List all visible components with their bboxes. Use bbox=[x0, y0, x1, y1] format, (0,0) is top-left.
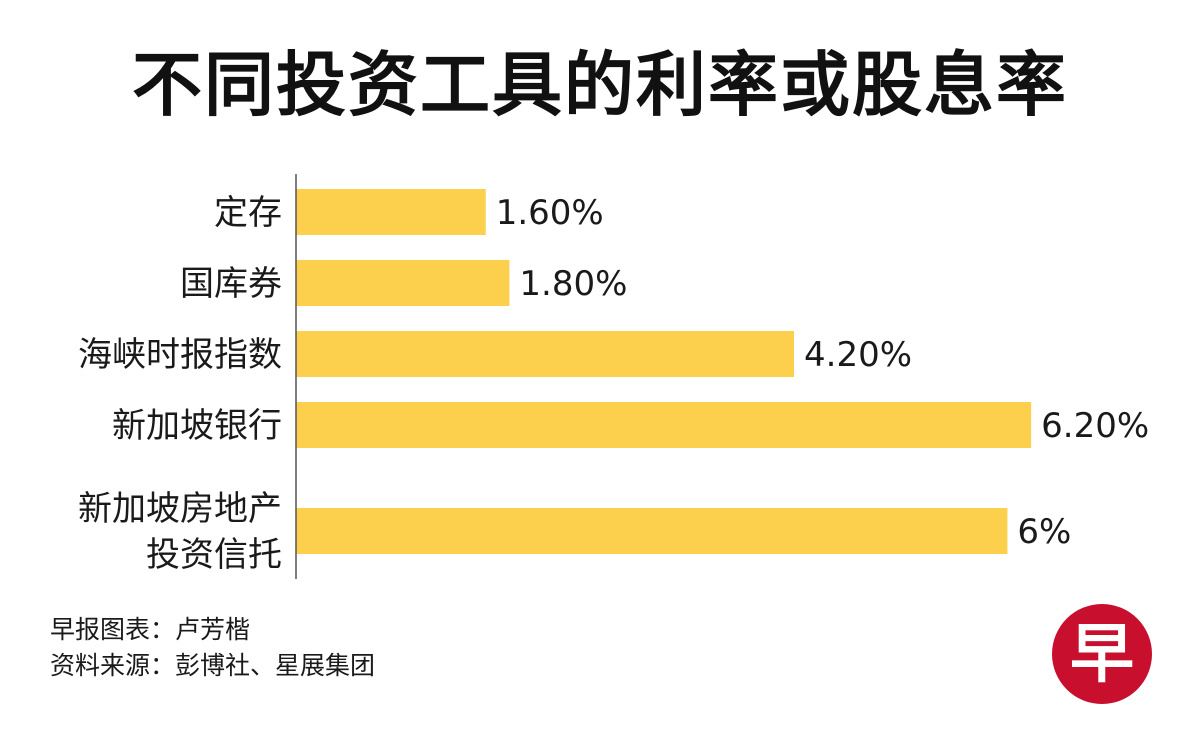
bar-value-label: 4.20% bbox=[804, 335, 912, 375]
category-label: 国库券 bbox=[180, 264, 282, 304]
bar bbox=[296, 402, 1032, 448]
data-source: 资料来源：彭博社、星展集团 bbox=[50, 651, 376, 680]
category-label: 海峡时报指数 bbox=[78, 335, 282, 375]
bar-value-label: 6% bbox=[1017, 512, 1071, 552]
bar bbox=[296, 508, 1008, 554]
chart-title: 不同投资工具的利率或股息率 bbox=[132, 44, 1068, 126]
bar-value-label: 1.80% bbox=[519, 264, 627, 304]
zaobao-logo: 早 bbox=[1052, 604, 1152, 704]
category-label: 新加坡银行 bbox=[112, 406, 282, 446]
logo-glyph: 早 bbox=[1070, 618, 1134, 692]
bar-chart: 1.60% 定存 1.80% 国库券 4.20% 海峡时报指数 6.20% 新加坡银行 6% 新加… bbox=[78, 174, 1149, 579]
bar bbox=[296, 260, 510, 306]
category-label: 新加坡房地产 bbox=[78, 489, 282, 529]
category-label: 投资信托 bbox=[146, 535, 282, 575]
bar-value-label: 6.20% bbox=[1041, 406, 1149, 446]
category-label: 定存 bbox=[214, 193, 282, 233]
bar bbox=[296, 189, 486, 235]
bar-value-label: 1.60% bbox=[496, 193, 604, 233]
bar bbox=[296, 331, 794, 377]
chart-credit: 早报图表：卢芳楷 bbox=[50, 615, 251, 644]
